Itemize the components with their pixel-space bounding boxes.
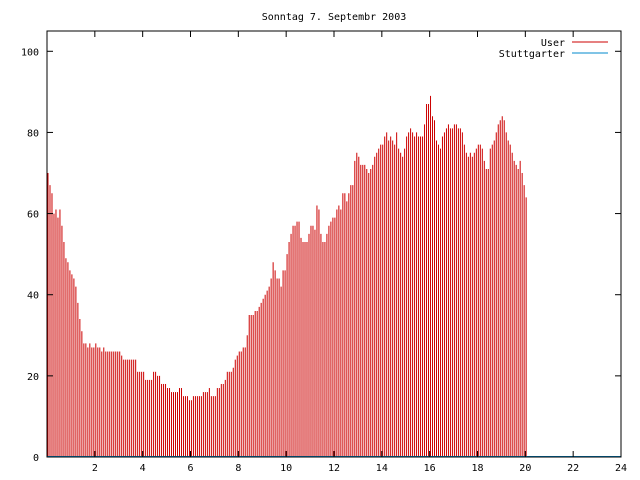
legend: User Stuttgarter (499, 38, 608, 60)
y-tick-label: 60 (27, 210, 39, 221)
legend-label-stuttgarter: Stuttgarter (499, 49, 565, 60)
y-tick-label: 20 (27, 372, 39, 383)
x-tick-label: 20 (519, 463, 531, 474)
y-tick-label: 80 (27, 128, 39, 139)
x-tick-label: 14 (376, 463, 388, 474)
x-tick-label: 18 (471, 463, 483, 474)
plot-frame (46, 30, 622, 458)
x-tick-label: 12 (328, 463, 340, 474)
axes-group (46, 30, 622, 458)
y-tick-label: 0 (33, 453, 39, 464)
x-tick-label: 16 (424, 463, 436, 474)
x-tick-label: 8 (235, 463, 241, 474)
x-tick-label: 24 (615, 463, 627, 474)
x-tick-label: 4 (140, 463, 146, 474)
legend-label-user: User (541, 38, 565, 49)
chart-title: Sonntag 7. Septembr 2003 (262, 12, 407, 23)
y-tick-label: 40 (27, 291, 39, 302)
x-tick-label: 22 (567, 463, 579, 474)
y-tick-label: 100 (21, 47, 39, 58)
x-tick-label: 6 (187, 463, 193, 474)
bar-series-group (47, 95, 621, 457)
x-tick-label: 10 (280, 463, 292, 474)
x-tick-label: 2 (92, 463, 98, 474)
